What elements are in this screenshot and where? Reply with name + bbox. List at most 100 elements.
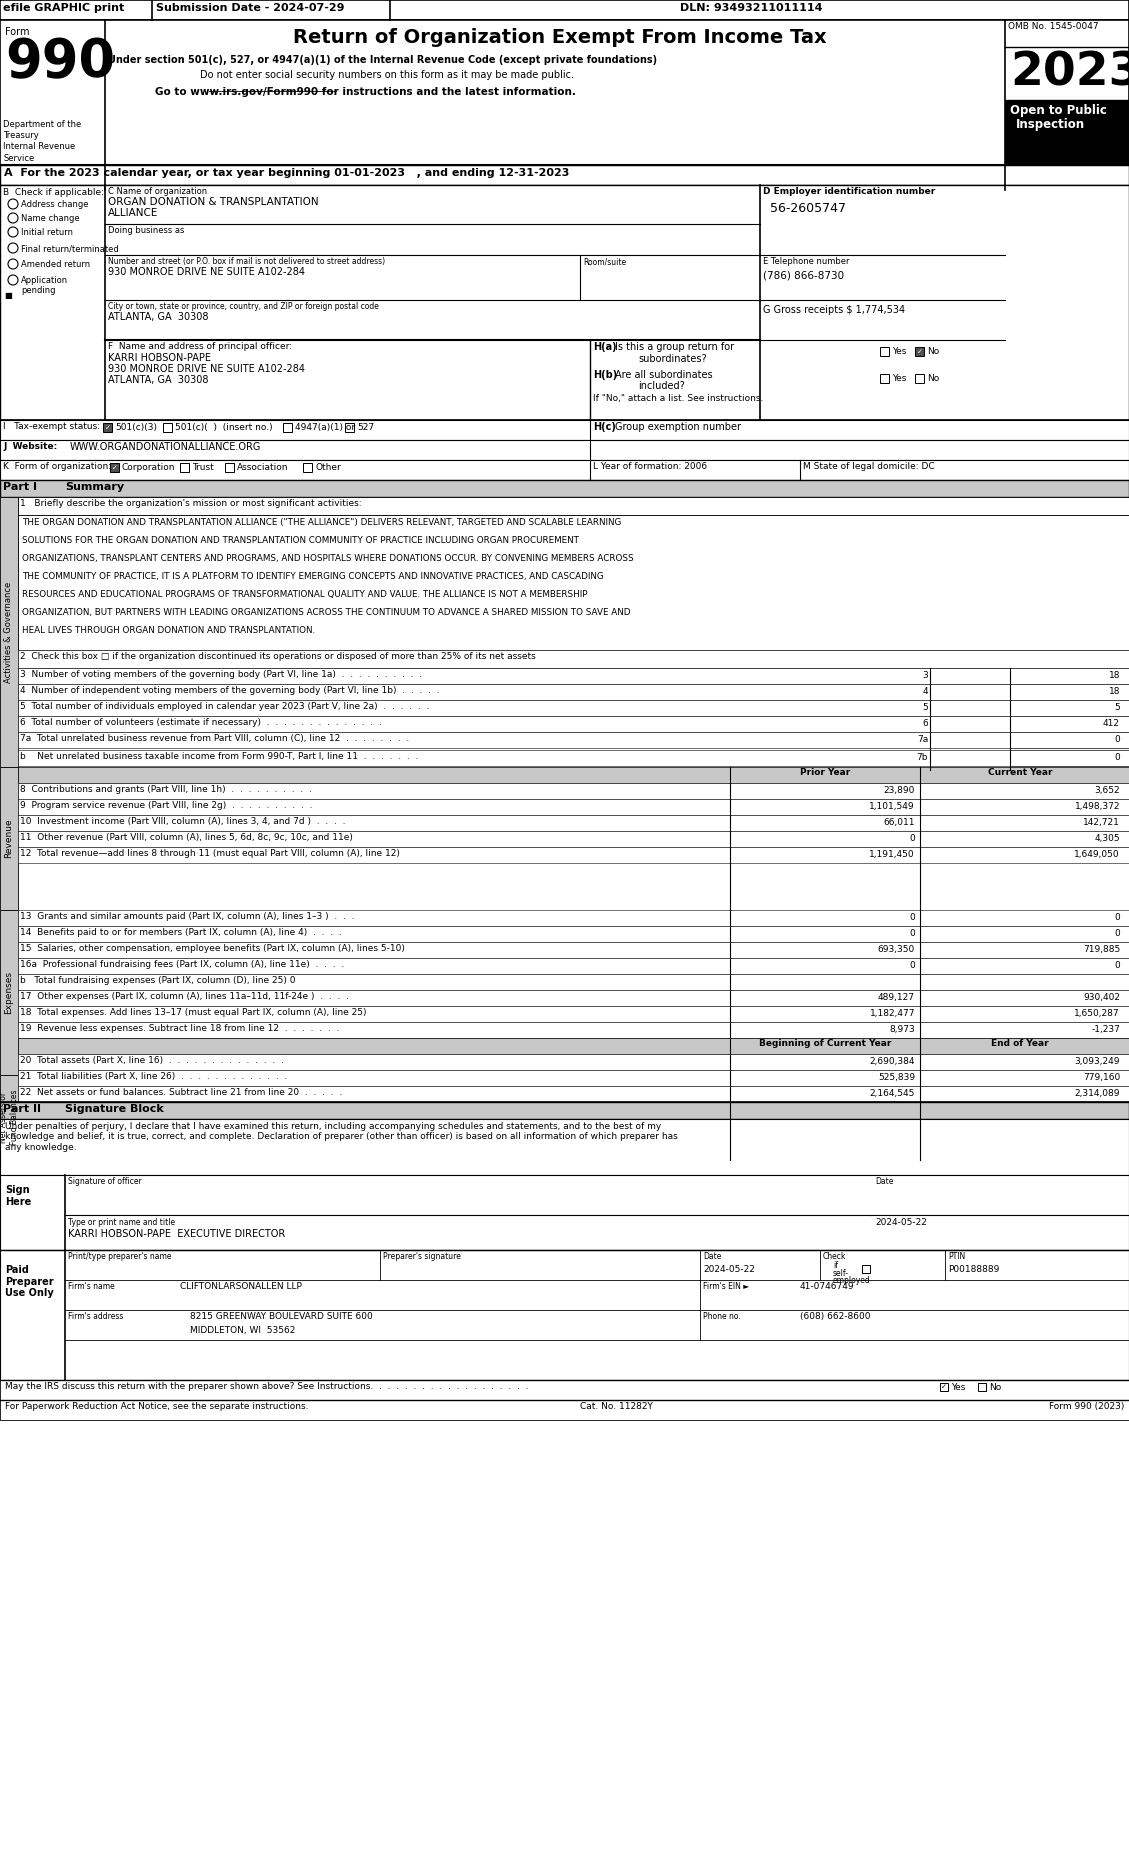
Text: Revenue: Revenue [5,818,14,857]
Text: K  Form of organization:: K Form of organization: [3,462,111,471]
Text: Return of Organization Exempt From Income Tax: Return of Organization Exempt From Incom… [294,28,826,47]
Text: Treasury: Treasury [3,131,38,140]
Bar [18,1022,1129,1038]
Text: Is this a group return for: Is this a group return for [615,342,734,352]
Text: 7b: 7b [917,752,928,761]
Text: 2024-05-22: 2024-05-22 [703,1265,755,1274]
Text: Preparer's signature: Preparer's signature [383,1252,461,1261]
Text: 930 MONROE DRIVE NE SUITE A102-284: 930 MONROE DRIVE NE SUITE A102-284 [108,365,305,374]
Text: ORGANIZATION, BUT PARTNERS WITH LEADING ORGANIZATIONS ACROSS THE CONTINUUM TO AD: ORGANIZATION, BUT PARTNERS WITH LEADING … [21,608,630,617]
Text: Activities & Governance: Activities & Governance [5,582,14,683]
Text: 66,011: 66,011 [884,818,914,827]
Bar [18,498,1129,515]
Bar [1010,685,1129,700]
Text: Name change: Name change [21,213,80,223]
Bar [1010,717,1129,732]
Text: b    Net unrelated business taxable income from Form 990-T, Part I, line 11  .  : b Net unrelated business taxable income … [20,752,419,761]
Bar [110,462,119,471]
Bar [0,1175,1129,1250]
Text: ORGANIZATIONS, TRANSPLANT CENTERS AND PROGRAMS, AND HOSPITALS WHERE DONATIONS OC: ORGANIZATIONS, TRANSPLANT CENTERS AND PR… [21,554,633,563]
Bar [914,374,924,384]
Text: 11  Other revenue (Part VIII, column (A), lines 5, 6d, 8c, 9c, 10c, and 11e): 11 Other revenue (Part VIII, column (A),… [20,833,353,842]
Text: End of Year: End of Year [991,1038,1049,1048]
Bar [18,958,1129,975]
Bar [180,462,189,471]
Bar [18,909,1129,926]
Text: 142,721: 142,721 [1083,818,1120,827]
Text: 18  Total expenses. Add lines 13–17 (must equal Part IX, column (A), line 25): 18 Total expenses. Add lines 13–17 (must… [20,1008,367,1018]
Text: HEAL LIVES THROUGH ORGAN DONATION AND TRANSPLANTATION.: HEAL LIVES THROUGH ORGAN DONATION AND TR… [21,627,315,634]
Text: Are all subordinates: Are all subordinates [615,370,712,380]
Text: 930,402: 930,402 [1083,994,1120,1003]
Text: Current Year: Current Year [988,767,1052,776]
Bar [0,21,1129,165]
Text: 719,885: 719,885 [1083,945,1120,954]
Text: Corporation: Corporation [122,462,175,471]
Bar [18,700,1129,717]
Text: 1,101,549: 1,101,549 [869,803,914,810]
Text: 0: 0 [909,834,914,844]
Text: J  Website:: J Website: [3,442,58,451]
Text: b   Total fundraising expenses (Part IX, column (D), line 25) 0: b Total fundraising expenses (Part IX, c… [20,977,296,984]
Text: H(c): H(c) [593,423,616,432]
Text: M State of legal domicile: DC: M State of legal domicile: DC [803,462,935,471]
Bar [0,909,18,1076]
Bar [303,462,312,471]
Text: KARRI HOBSON-PAPE  EXECUTIVE DIRECTOR: KARRI HOBSON-PAPE EXECUTIVE DIRECTOR [68,1229,286,1239]
Text: Beginning of Current Year: Beginning of Current Year [759,1038,891,1048]
Text: 501(c)(  )  (insert no.): 501(c)( ) (insert no.) [175,423,272,432]
Text: Internal Revenue: Internal Revenue [3,142,76,152]
Text: Prior Year: Prior Year [799,767,850,776]
Text: Service: Service [3,153,34,163]
Text: CLIFTONLARSONALLEN LLP: CLIFTONLARSONALLEN LLP [180,1282,301,1291]
Bar [940,1383,948,1390]
Text: F  Name and address of principal officer:: F Name and address of principal officer: [108,342,292,352]
Bar [163,423,172,432]
Text: 16a  Professional fundraising fees (Part IX, column (A), line 11e)  .  .  .  .: 16a Professional fundraising fees (Part … [20,960,344,969]
Bar [1010,732,1129,748]
Text: 1   Briefly describe the organization's mission or most significant activities:: 1 Briefly describe the organization's mi… [20,500,361,509]
Text: ✓: ✓ [112,464,117,470]
Text: Final return/terminated: Final return/terminated [21,243,119,253]
Text: 7a: 7a [917,735,928,745]
Bar [0,460,1129,481]
Text: City or town, state or province, country, and ZIP or foreign postal code: City or town, state or province, country… [108,301,379,311]
Text: Address change: Address change [21,200,88,210]
Text: 0: 0 [909,962,914,969]
Text: 489,127: 489,127 [878,994,914,1003]
Text: For Paperwork Reduction Act Notice, see the separate instructions.: For Paperwork Reduction Act Notice, see … [5,1401,308,1411]
Text: Date: Date [703,1252,721,1261]
Text: 2  Check this box □ if the organization discontinued its operations or disposed : 2 Check this box □ if the organization d… [20,651,536,660]
Text: Yes: Yes [892,346,907,355]
Text: ALLIANCE: ALLIANCE [108,208,158,219]
Text: MIDDLETON, WI  53562: MIDDLETON, WI 53562 [190,1327,296,1336]
Text: 0: 0 [1114,913,1120,922]
Text: Cat. No. 11282Y: Cat. No. 11282Y [580,1401,653,1411]
Text: Part I: Part I [3,483,37,492]
Text: Room/suite: Room/suite [583,256,627,266]
Text: 4947(a)(1) or: 4947(a)(1) or [295,423,356,432]
Bar [0,440,1129,460]
Text: 1,498,372: 1,498,372 [1075,803,1120,810]
Text: 2,690,384: 2,690,384 [869,1057,914,1066]
Text: C Name of organization: C Name of organization [108,187,207,196]
Text: 22  Net assets or fund balances. Subtract line 21 from line 20  .  .  .  .  .: 22 Net assets or fund balances. Subtract… [20,1089,342,1096]
Text: Under section 501(c), 527, or 4947(a)(1) of the Internal Revenue Code (except pr: Under section 501(c), 527, or 4947(a)(1)… [108,54,657,65]
Text: ATLANTA, GA  30308: ATLANTA, GA 30308 [108,374,209,385]
Text: Firm's EIN ►: Firm's EIN ► [703,1282,750,1291]
Text: Firm's name: Firm's name [68,1282,115,1291]
Bar [1010,750,1129,765]
Bar [879,346,889,355]
Text: E Telephone number: E Telephone number [763,256,849,266]
Text: efile GRAPHIC print: efile GRAPHIC print [3,4,124,13]
Text: Date: Date [875,1177,893,1186]
Bar [18,975,1129,990]
Bar [1005,99,1129,165]
Text: 7a  Total unrelated business revenue from Part VIII, column (C), line 12  .  .  : 7a Total unrelated business revenue from… [20,733,409,743]
Text: 3  Number of voting members of the governing body (Part VI, line 1a)  .  .  .  .: 3 Number of voting members of the govern… [20,670,422,679]
Text: Paid
Preparer
Use Only: Paid Preparer Use Only [5,1265,54,1298]
Text: I   Tax-exempt status:: I Tax-exempt status: [3,423,100,430]
Text: ■: ■ [5,292,12,299]
Bar [18,1070,1129,1085]
Text: Go to www.irs.gov/Form990 for instructions and the latest information.: Go to www.irs.gov/Form990 for instructio… [155,86,576,97]
